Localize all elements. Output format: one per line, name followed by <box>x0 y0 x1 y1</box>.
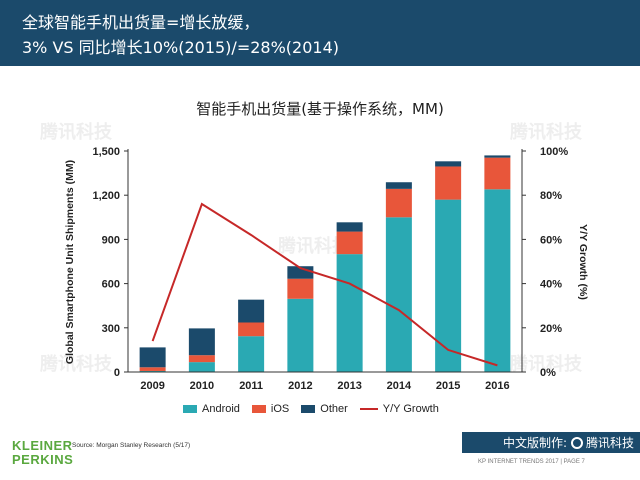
watermark: 腾讯科技 <box>510 354 582 375</box>
legend-label: Other <box>320 403 348 415</box>
bar-ios <box>287 278 314 299</box>
bar-android <box>336 254 363 372</box>
bar-ios <box>484 157 511 190</box>
header-bar: 全球智能手机出货量=增长放缓， 3% VS 同比增长10%(2015)/=28%… <box>0 0 640 66</box>
page-footer: KP INTERNET TRENDS 2017 | PAGE 7 <box>478 459 585 465</box>
bar-ios <box>238 322 265 337</box>
watermark: 腾讯科技 <box>40 354 112 375</box>
bar-other <box>336 222 363 232</box>
watermark: 腾讯科技 <box>510 122 582 143</box>
bar-other <box>139 347 166 368</box>
logo-line-2: PERKINS <box>12 452 74 467</box>
bar-other <box>385 182 412 189</box>
y2-axis-label: Y/Y Growth (%) <box>577 224 589 300</box>
legend-swatch <box>251 405 266 413</box>
watermark: 腾讯科技 <box>278 236 350 257</box>
kleiner-perkins-logo: KLEINER PERKINS <box>12 439 73 467</box>
bar-other <box>435 161 462 167</box>
y2-tick-label: 20% <box>540 323 562 335</box>
bar-android <box>435 199 462 372</box>
y-tick-label: 0 <box>114 367 120 379</box>
bar-other <box>484 155 511 158</box>
bar-ios <box>188 355 215 363</box>
bar-other <box>188 328 215 356</box>
y-tick-label: 900 <box>102 234 120 246</box>
bar-android <box>385 217 412 372</box>
brand-bar: 中文版制作: 腾讯科技 <box>462 432 640 453</box>
legend-item-other: Other <box>301 403 348 415</box>
bar-android <box>139 370 166 372</box>
y-tick-label: 300 <box>102 323 120 335</box>
bar-android <box>238 336 265 372</box>
y2-tick-label: 0% <box>540 367 556 379</box>
legend-swatch <box>359 408 378 410</box>
y2-tick-label: 100% <box>540 146 568 158</box>
logo-line-1: KLEINER <box>12 438 73 453</box>
legend-label: Android <box>202 403 240 415</box>
headline-line-2: 3% VS 同比增长10%(2015)/=28%(2014) <box>22 38 339 57</box>
bar-other <box>238 299 265 323</box>
y-axis-label: Global Smartphone Unit Shipments (MM) <box>64 159 76 365</box>
bar-android <box>188 362 215 372</box>
chart-title: 智能手机出货量(基于操作系统，MM) <box>196 100 444 118</box>
x-tick-label: 2015 <box>436 380 460 392</box>
legend-label: iOS <box>270 403 290 415</box>
legend-item-ios: iOS <box>251 403 290 415</box>
brand-name: 腾讯科技 <box>585 436 634 450</box>
x-tick-label: 2016 <box>485 380 509 392</box>
brand-prefix: 中文版制作: <box>502 436 567 450</box>
x-tick-label: 2010 <box>190 380 214 392</box>
chart-legend: Android iOS Other Y/Y Growth <box>183 403 451 415</box>
y2-tick-label: 60% <box>540 234 562 246</box>
source-note: Source: Morgan Stanley Research (5/17) <box>72 442 191 449</box>
legend-swatch <box>301 405 316 413</box>
bar-android <box>484 189 511 372</box>
growth-line <box>151 202 498 367</box>
x-tick-label: 2014 <box>387 380 412 392</box>
y-tick-label: 600 <box>102 279 120 291</box>
y2-tick-label: 80% <box>540 190 562 202</box>
legend-label: Y/Y Growth <box>382 403 439 415</box>
legend-item-android: Android <box>183 403 240 415</box>
bar-ios <box>435 166 462 200</box>
bar-android <box>287 298 314 372</box>
legend-swatch <box>183 405 197 413</box>
bar-ios <box>336 231 363 255</box>
y-tick-label: 1,200 <box>92 190 120 202</box>
y2-tick-label: 40% <box>540 279 562 291</box>
tencent-logo-icon <box>570 436 583 449</box>
headline-line-1: 全球智能手机出货量=增长放缓， <box>22 13 260 32</box>
watermark: 腾讯科技 <box>40 122 112 143</box>
bar-ios <box>385 188 412 218</box>
legend-item-growth: Y/Y Growth <box>359 403 439 415</box>
y-tick-label: 1,500 <box>92 146 120 158</box>
x-tick-label: 2011 <box>239 380 263 392</box>
x-tick-label: 2012 <box>288 380 312 392</box>
x-tick-label: 2009 <box>140 380 164 392</box>
bar-ios <box>139 367 166 371</box>
x-tick-label: 2013 <box>337 380 361 392</box>
